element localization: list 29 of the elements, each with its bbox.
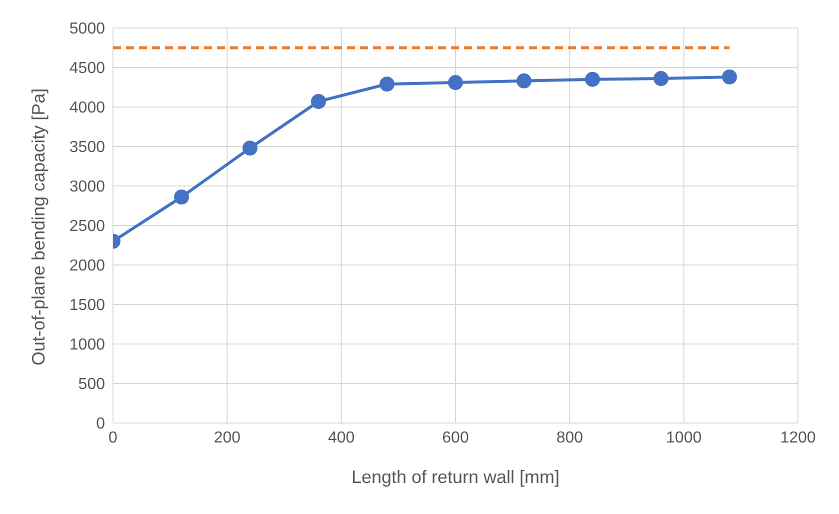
- x-tick-label: 600: [442, 429, 469, 446]
- y-tick-label: 500: [78, 376, 106, 394]
- y-tick-label: 0: [96, 416, 106, 433]
- y-tick-label: 5000: [69, 20, 106, 38]
- y-tick-label: 3000: [69, 178, 106, 196]
- y-tick-label: 1000: [69, 336, 106, 354]
- point: [311, 94, 326, 109]
- x-tick-label: 400: [328, 429, 355, 446]
- y-axis-title: Out-of-plane bending capacity [Pa]: [28, 88, 48, 366]
- y-tick-label: 4500: [69, 60, 106, 78]
- y-tick-label: 2500: [69, 218, 106, 236]
- y-tick-label: 2000: [69, 258, 106, 275]
- y-tick-label: 1500: [69, 297, 106, 314]
- x-tick-label: 1200: [780, 429, 816, 446]
- x-axis-title: Length of return wall [mm]: [351, 467, 560, 487]
- y-tick-label: 3500: [69, 139, 106, 156]
- point: [448, 75, 463, 90]
- point: [174, 190, 189, 205]
- point: [380, 76, 394, 92]
- x-tick-label: 800: [556, 429, 584, 446]
- point: [516, 73, 532, 88]
- point: [722, 69, 737, 84]
- x-tick-label: 200: [214, 429, 241, 446]
- x-tick-label: 1000: [666, 429, 702, 446]
- point: [654, 71, 668, 86]
- point: [585, 72, 600, 87]
- y-tick-label: 4000: [69, 100, 106, 117]
- point: [242, 140, 258, 156]
- x-tick-label: 0: [108, 429, 118, 446]
